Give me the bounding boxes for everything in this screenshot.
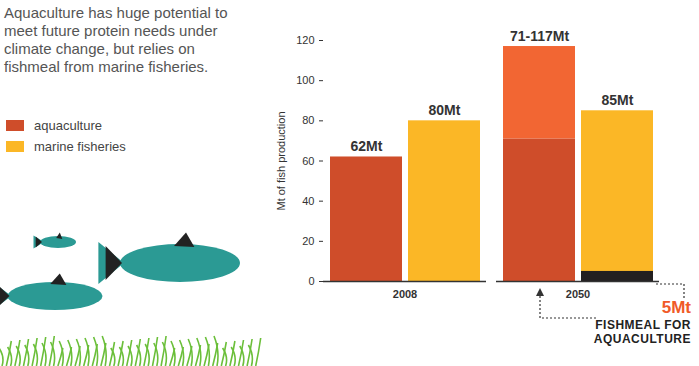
svg-text:80Mt: 80Mt: [429, 102, 461, 118]
svg-text:100: 100: [296, 74, 314, 86]
svg-text:40: 40: [302, 195, 314, 207]
html-text:aquaculture: aquaculture: [34, 118, 102, 133]
svg-text:0: 0: [308, 275, 314, 287]
svg-text:80: 80: [302, 114, 314, 126]
html-text:Aquaculture has huge potential: Aquaculture has huge potential to meet f…: [4, 4, 228, 75]
html-text:5Mt: 5Mt: [661, 298, 691, 317]
svg-text:20: 20: [302, 235, 314, 247]
html-text:marine fisheries: marine fisheries: [34, 139, 126, 154]
svg-text:2050: 2050: [566, 288, 590, 300]
svg-text:2008: 2008: [393, 288, 417, 300]
svg-text:85Mt: 85Mt: [602, 92, 634, 108]
svg-text:Mt of fish production: Mt of fish production: [275, 111, 287, 210]
svg-text:62Mt: 62Mt: [351, 138, 383, 154]
svg-text:120: 120: [296, 34, 314, 46]
svg-text:60: 60: [302, 155, 314, 167]
svg-text:71-117Mt: 71-117Mt: [510, 28, 569, 44]
html-text:FISHMEAL FOR AQUACULTURE: FISHMEAL FOR AQUACULTURE: [593, 318, 691, 346]
